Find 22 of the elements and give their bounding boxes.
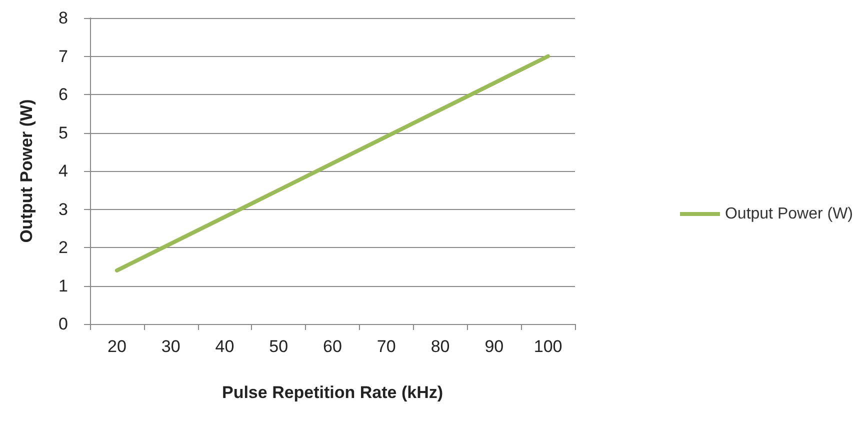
- y-tick-label: 7: [58, 46, 68, 66]
- x-tick-label: 50: [269, 337, 288, 356]
- x-tick-label: 40: [215, 337, 234, 356]
- y-tick-label: 0: [58, 314, 68, 334]
- x-tick-label: 80: [430, 337, 450, 356]
- y-tick-label: 4: [58, 162, 68, 180]
- x-tick-label: 30: [161, 337, 180, 356]
- x-tick-label: 90: [484, 337, 504, 356]
- x-tick-label: 60: [323, 337, 342, 356]
- x-tick-label: 20: [107, 337, 126, 356]
- line-series: [114, 54, 550, 272]
- y-tick-label: 8: [58, 8, 68, 28]
- y-axis-title: Output Power (W): [17, 99, 36, 243]
- y-tick-label: 3: [58, 200, 68, 219]
- y-tick-label: 1: [58, 276, 68, 296]
- y-tick-label: 5: [58, 123, 68, 142]
- y-tick-label: 6: [58, 85, 68, 104]
- x-axis-title: Pulse Repetition Rate (kHz): [222, 383, 444, 402]
- x-tick-label: 100: [534, 337, 562, 356]
- x-tick-label: 70: [376, 337, 396, 356]
- legend-label: Output Power (W): [724, 206, 853, 222]
- y-tick-label: 2: [58, 238, 68, 257]
